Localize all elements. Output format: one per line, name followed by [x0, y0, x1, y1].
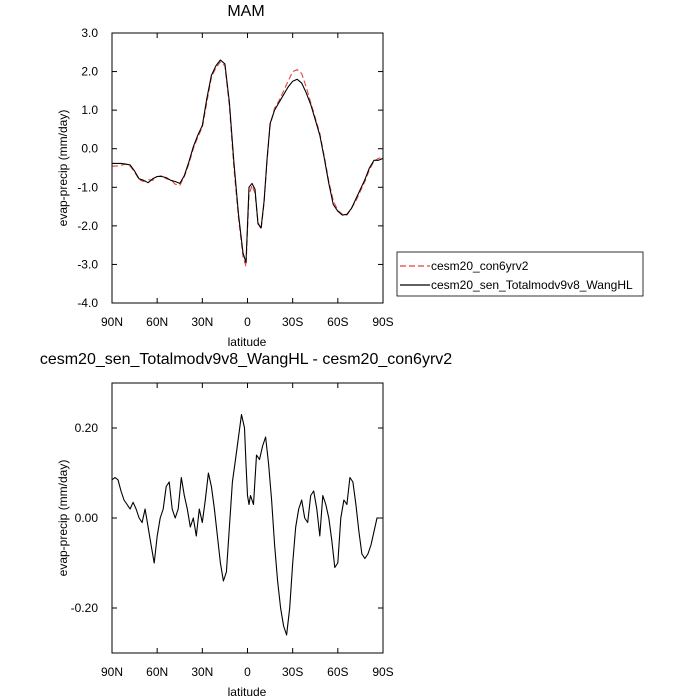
bottom-x-tick-label: 30N	[191, 665, 213, 679]
top-x-tick-label: 90N	[101, 315, 123, 329]
top-y-tick-label: -2.0	[77, 219, 98, 233]
legend-box	[396, 251, 644, 297]
top-panel-x-ticks: 90N 60N 30N 0 30S 60S 90S	[101, 33, 394, 329]
top-x-tick-label: 0	[244, 315, 251, 329]
top-panel-series	[112, 59, 384, 267]
bottom-panel-y-ticks: 0.20 0.00 -0.20	[71, 421, 383, 615]
top-y-tick-label: 3.0	[81, 26, 98, 40]
top-panel: MAM 3.0 2.0 1.0 0.0 -1.0 -2.0 -3.0 -4.0 90N 60N 3…	[56, 3, 394, 349]
bottom-series-line-0	[111, 413, 383, 636]
legend-label-con6yrv2: cesm20_con6yrv2	[431, 259, 529, 273]
bottom-panel-series	[111, 413, 383, 636]
top-panel-title: MAM	[227, 3, 264, 20]
bottom-x-tick-label: 0	[244, 665, 251, 679]
top-y-tick-label: -4.0	[77, 296, 98, 310]
bottom-x-tick-label: 60N	[146, 665, 168, 679]
top-x-tick-label: 30S	[282, 315, 303, 329]
top-panel-y-ticks: 3.0 2.0 1.0 0.0 -1.0 -2.0 -3.0 -4.0	[77, 26, 383, 310]
top-x-tick-label: 60N	[146, 315, 168, 329]
top-y-tick-label: -3.0	[77, 257, 98, 271]
top-panel-y-axis-label: evap-precip (mm/day)	[56, 110, 70, 227]
top-y-tick-label: 0.0	[81, 142, 98, 156]
bottom-y-tick-label: 0.20	[75, 421, 99, 435]
top-y-tick-label: -1.0	[77, 180, 98, 194]
bottom-panel-y-axis-label: evap-precip (mm/day)	[56, 460, 70, 577]
bottom-panel-x-ticks: 90N 60N 30N 0 30S 60S 90S	[101, 383, 394, 679]
legend-label-sen-totalmod: cesm20_sen_Totalmodv9v8_WangHL	[431, 278, 633, 292]
bottom-x-tick-label: 90S	[372, 665, 393, 679]
bottom-x-tick-label: 60S	[327, 665, 348, 679]
bottom-y-tick-label: -0.20	[71, 601, 99, 615]
bottom-x-tick-label: 90N	[101, 665, 123, 679]
bottom-panel: cesm20_sen_Totalmodv9v8_WangHL - cesm20_…	[40, 351, 452, 699]
legend: cesm20_con6yrv2 cesm20_sen_Totalmodv9v8_…	[396, 251, 644, 297]
bottom-panel-frame	[111, 382, 384, 654]
bottom-panel-x-axis-label: latitude	[228, 685, 267, 699]
top-panel-x-axis-label: latitude	[228, 335, 267, 349]
top-x-tick-label: 90S	[372, 315, 393, 329]
top-panel-frame	[111, 32, 384, 304]
top-series-line-1	[112, 59, 384, 264]
top-x-tick-label: 60S	[327, 315, 348, 329]
top-y-tick-label: 2.0	[81, 65, 98, 79]
bottom-panel-title: cesm20_sen_Totalmodv9v8_WangHL - cesm20_…	[40, 351, 452, 368]
bottom-x-tick-label: 30S	[282, 665, 303, 679]
top-x-tick-label: 30N	[191, 315, 213, 329]
top-y-tick-label: 1.0	[81, 103, 98, 117]
bottom-y-tick-label: 0.00	[75, 511, 99, 525]
